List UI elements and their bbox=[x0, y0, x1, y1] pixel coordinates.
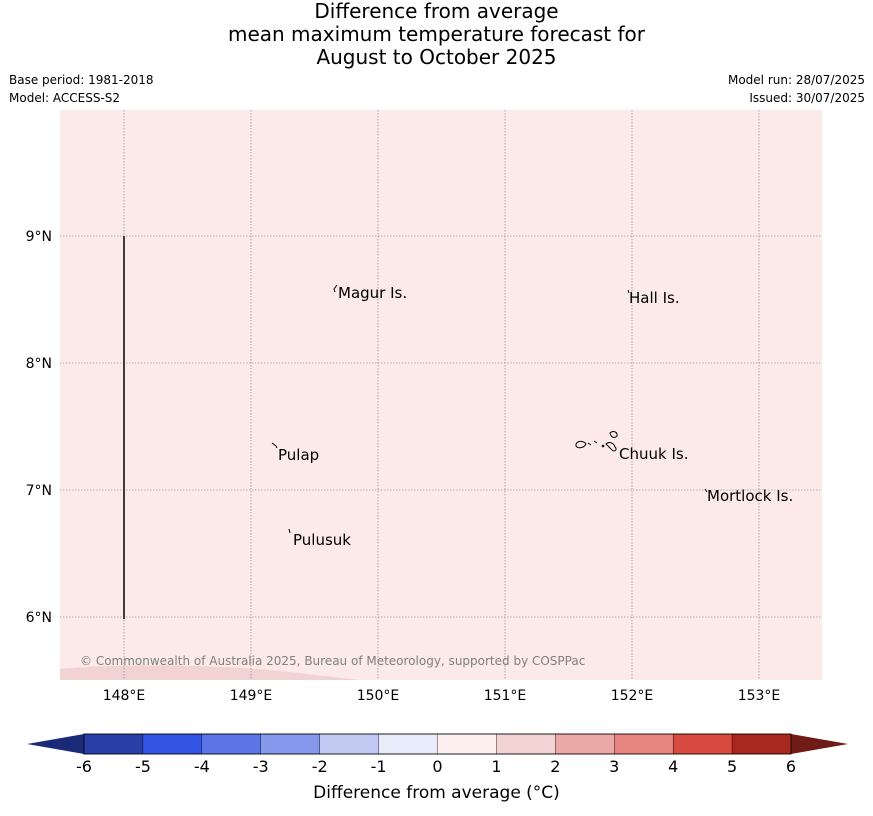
chart-title: Difference from average mean maximum tem… bbox=[0, 0, 873, 69]
title-line-1: Difference from average bbox=[314, 0, 559, 23]
colorbar-under-arrow bbox=[27, 734, 84, 754]
colorbar-segment bbox=[142, 733, 203, 755]
lat-tick-9n: 9°N bbox=[26, 229, 52, 245]
model-run: Model run: 28/07/2025 bbox=[727, 73, 865, 87]
colorbar-tick-label: 0 bbox=[432, 757, 442, 776]
label-hall: Hall Is. bbox=[629, 289, 680, 307]
colorbar-segment bbox=[83, 733, 144, 755]
magur-island-shape bbox=[333, 284, 338, 293]
label-magur: Magur Is. bbox=[338, 284, 407, 302]
lon-tick-149: 149°E bbox=[230, 688, 273, 704]
lon-tick-148: 148°E bbox=[103, 688, 146, 704]
lon-tick-151: 151°E bbox=[484, 688, 527, 704]
colorbar-tick-label: 2 bbox=[550, 757, 560, 776]
label-pulusuk: Pulusuk bbox=[293, 531, 351, 549]
colorbar-tick-label: -4 bbox=[194, 757, 210, 776]
pulusuk-island-shape bbox=[288, 528, 291, 534]
colorbar-tick-label: -5 bbox=[135, 757, 151, 776]
colorbar-frame bbox=[83, 733, 792, 755]
meta-right: Model run: 28/07/2025 Issued: 30/07/2025 bbox=[728, 71, 865, 107]
colorbar-tick-label: -3 bbox=[253, 757, 269, 776]
colorbar-tick-label: 6 bbox=[786, 757, 796, 776]
colorbar-segment bbox=[614, 733, 674, 755]
lat-tick-8n: 8°N bbox=[26, 356, 52, 372]
colorbar-segment bbox=[496, 733, 556, 755]
chuuk-island-e bbox=[605, 442, 617, 452]
mortlock-island-shape bbox=[704, 488, 708, 493]
lat-tick-labels: 9°N 8°N 7°N 6°N bbox=[26, 229, 52, 626]
colorbar-tick-label: -6 bbox=[76, 757, 92, 776]
colorbar: -6 -5 -4 -3 -2 -1 0 1 2 3 4 5 6 bbox=[27, 733, 848, 776]
colorbar-tick-label: 1 bbox=[491, 757, 501, 776]
colorbar-segment bbox=[319, 733, 380, 755]
chuuk-island-a bbox=[575, 440, 587, 449]
colorbar-segment bbox=[731, 733, 792, 755]
lon-tick-153: 153°E bbox=[738, 688, 781, 704]
chuuk-island-b bbox=[587, 442, 592, 446]
title-line-3: August to October 2025 bbox=[316, 45, 557, 69]
island-outlines bbox=[271, 284, 708, 534]
colorbar-tick-label: 5 bbox=[727, 757, 737, 776]
colorbar-tick-labels: -6 -5 -4 -3 -2 -1 0 1 2 3 4 5 6 bbox=[76, 757, 796, 776]
chuuk-island-c bbox=[593, 440, 598, 444]
hall-island-shape bbox=[627, 289, 630, 294]
map-panel bbox=[60, 110, 822, 680]
copyright-notice: © Commonwealth of Australia 2025, Bureau… bbox=[80, 654, 585, 668]
chuuk-island-d bbox=[609, 431, 618, 438]
colorbar-segment bbox=[378, 733, 439, 755]
colorbar-segment bbox=[555, 733, 615, 755]
issued-date: Issued: 30/07/2025 bbox=[749, 91, 865, 105]
chuuk-island-f bbox=[601, 444, 605, 448]
place-labels: Magur Is. Hall Is. Pulap Chuuk Is. Mortl… bbox=[278, 284, 793, 549]
anomaly-region bbox=[60, 665, 360, 680]
lon-tick-150: 150°E bbox=[357, 688, 400, 704]
colorbar-label: Difference from average (°C) bbox=[313, 783, 560, 803]
lat-tick-7n: 7°N bbox=[26, 483, 52, 499]
colorbar-tick-label: 3 bbox=[609, 757, 619, 776]
colorbar-segment bbox=[260, 733, 321, 755]
base-period: Base period: 1981-2018 bbox=[9, 73, 154, 87]
title-line-2: mean maximum temperature forecast for bbox=[227, 22, 645, 46]
colorbar-tick-label: -2 bbox=[312, 757, 328, 776]
meta-left: Base period: 1981-2018 Model: ACCESS-S2 bbox=[9, 71, 154, 107]
colorbar-over-arrow bbox=[791, 734, 848, 754]
colorbar-segment bbox=[437, 733, 497, 755]
label-mortlock: Mortlock Is. bbox=[707, 487, 793, 505]
colorbar-segment bbox=[201, 733, 262, 755]
colorbar-segments bbox=[83, 733, 792, 755]
lon-tick-152: 152°E bbox=[611, 688, 654, 704]
label-chuuk: Chuuk Is. bbox=[619, 445, 688, 463]
label-pulap: Pulap bbox=[278, 446, 319, 464]
model-name: Model: ACCESS-S2 bbox=[9, 91, 121, 105]
colorbar-tick-label: 4 bbox=[668, 757, 678, 776]
lat-tick-6n: 6°N bbox=[26, 610, 52, 626]
lon-tick-labels: 148°E 149°E 150°E 151°E 152°E 153°E bbox=[103, 688, 781, 704]
colorbar-segment bbox=[672, 733, 733, 755]
colorbar-tick-label: -1 bbox=[371, 757, 387, 776]
pulap-island-shape bbox=[271, 442, 278, 449]
